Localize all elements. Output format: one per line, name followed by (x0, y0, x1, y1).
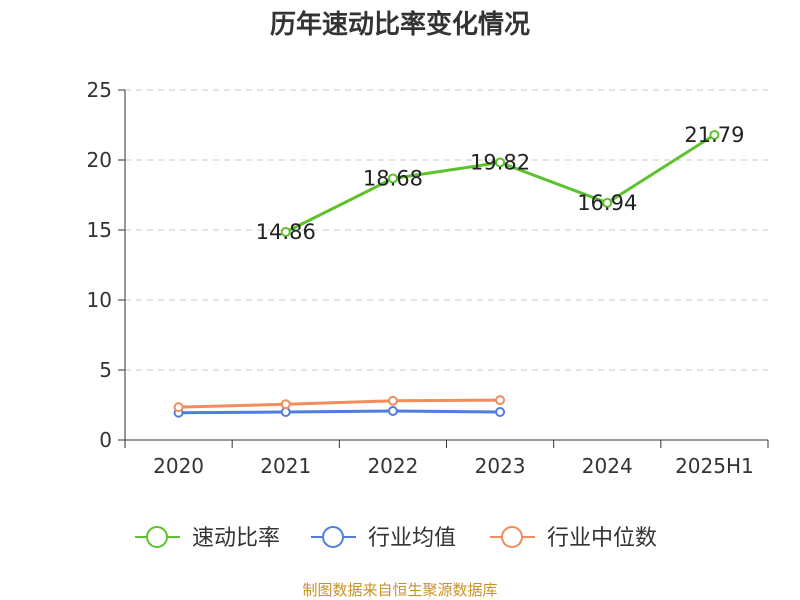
x-tick-label: 2020 (153, 454, 204, 478)
data-point[interactable] (387, 406, 398, 417)
data-point[interactable] (495, 407, 506, 417)
chart-title: 历年速动比率变化情况 (270, 9, 530, 40)
y-tick-label: 25 (87, 78, 112, 102)
y-tick-label: 15 (87, 218, 112, 242)
source-note: 制图数据来自恒生聚源数据库 (302, 581, 497, 599)
legend-marker[interactable] (501, 526, 523, 548)
legend-marker[interactable] (322, 526, 344, 548)
data-point[interactable] (495, 395, 506, 406)
data-label: 16.94 (577, 191, 637, 215)
data-point[interactable] (280, 226, 291, 237)
series-line (178, 409, 501, 415)
x-tick-label: 2021 (260, 454, 311, 478)
x-tick-label: 2024 (582, 454, 633, 478)
data-label: 14.86 (256, 220, 316, 244)
y-tick-label: 10 (87, 288, 112, 312)
series-line (178, 398, 501, 409)
legend[interactable]: 速动比率 行业均值 行业中位数 (135, 526, 657, 551)
y-tick-label: 0 (99, 428, 112, 452)
data-point[interactable] (602, 197, 613, 208)
data-label: 19.82 (470, 151, 530, 175)
axes: 0 5 10 15 20 25 2020 2021 2022 2023 2024 2025H1 (87, 78, 769, 478)
x-tick-label: 2022 (367, 454, 418, 478)
data-point[interactable] (709, 129, 720, 140)
data-point[interactable] (280, 399, 291, 410)
data-label: 18.68 (363, 166, 423, 190)
data-label: 21.79 (684, 123, 744, 147)
data-point[interactable] (173, 402, 184, 413)
data-point[interactable] (387, 395, 398, 406)
series-group (173, 129, 720, 418)
legend-marker[interactable] (146, 526, 168, 548)
data-point[interactable] (387, 173, 398, 184)
legend-label[interactable]: 行业中位数 (547, 526, 657, 551)
data-labels: 14.86 18.68 19.82 16.94 21.79 (256, 123, 745, 244)
x-tick-label: 2023 (475, 454, 526, 478)
grid-lines (125, 89, 768, 371)
legend-label[interactable]: 速动比率 (192, 526, 280, 551)
y-tick-label: 5 (99, 358, 112, 382)
series-line (285, 133, 716, 234)
x-tick-label: 2025H1 (675, 454, 754, 478)
y-tick-label: 20 (87, 148, 112, 172)
data-point[interactable] (495, 157, 506, 168)
legend-label[interactable]: 行业均值 (368, 526, 456, 551)
